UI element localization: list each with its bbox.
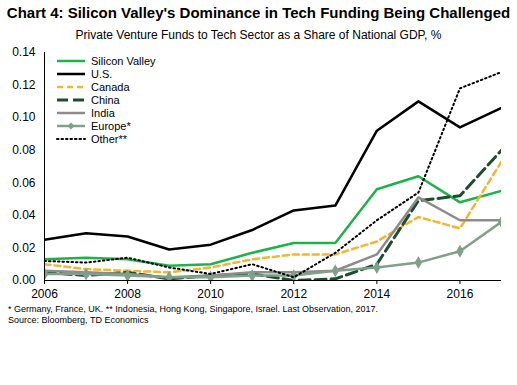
svg-text:0.02: 0.02 xyxy=(12,241,36,255)
svg-text:2006: 2006 xyxy=(31,287,58,301)
svg-text:2010: 2010 xyxy=(197,287,224,301)
html-text:Canada: Canada xyxy=(91,80,130,93)
svg-text:0.06: 0.06 xyxy=(12,176,36,190)
html-text:Chart 4: Silicon Valley's Domi: Chart 4: Silicon Valley's Dominance in T… xyxy=(6,4,511,21)
html-text:* Germany, France, UK. ** Indo: * Germany, France, UK. ** Indonesia, Hon… xyxy=(8,304,378,314)
svg-text:0.14: 0.14 xyxy=(12,45,36,59)
html-text:Source: Bloomberg, TD Economic: Source: Bloomberg, TD Economics xyxy=(8,315,149,325)
svg-text:2008: 2008 xyxy=(114,287,141,301)
svg-text:0.08: 0.08 xyxy=(12,143,36,157)
html-text:U.S.: U.S. xyxy=(91,67,113,80)
svg-text:0.12: 0.12 xyxy=(12,78,36,92)
html-text:Silicon Valley: Silicon Valley xyxy=(91,54,156,67)
html-text:China: China xyxy=(91,93,120,106)
html-text:India: India xyxy=(91,106,115,119)
svg-text:0.00: 0.00 xyxy=(12,273,36,287)
svg-text:0.04: 0.04 xyxy=(12,208,36,222)
svg-text:2016: 2016 xyxy=(447,287,474,301)
svg-text:2014: 2014 xyxy=(364,287,391,301)
html-text:Private Venture Funds to Tech: Private Venture Funds to Tech Sector as … xyxy=(75,28,442,42)
svg-text:2012: 2012 xyxy=(280,287,307,301)
html-text:Europe*: Europe* xyxy=(91,119,131,132)
svg-text:0.10: 0.10 xyxy=(12,110,36,124)
html-text:Other**: Other** xyxy=(91,132,128,145)
